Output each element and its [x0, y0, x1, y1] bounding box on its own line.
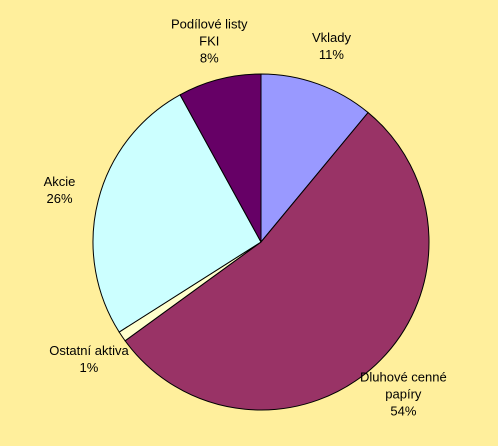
slice-label: Akcie 26% — [10, 173, 110, 207]
category-label: Podílové listy FKI — [170, 16, 248, 49]
value-label: 11% — [318, 47, 344, 63]
pie-slice — [92, 94, 262, 333]
value-label: 8% — [199, 50, 219, 66]
category-label: Akcie — [43, 174, 76, 190]
category-label: Ostatní aktiva — [49, 342, 129, 358]
slice-label: Ostatní aktiva 1% — [39, 342, 139, 376]
slice-label: Dluhové cenné papíry 54% — [353, 368, 453, 419]
value-label: 1% — [79, 359, 99, 375]
value-label: 26% — [46, 191, 73, 207]
slice-label: Vklady 11% — [281, 29, 381, 63]
pie-slice — [124, 111, 430, 411]
slice-label: Podílové listy FKI 8% — [159, 15, 259, 66]
category-label: Vklady — [311, 30, 351, 46]
pie-slice — [179, 73, 262, 243]
pie-slice — [260, 73, 369, 244]
value-label: 54% — [390, 403, 417, 419]
category-label: Dluhové cenné papíry — [360, 369, 447, 402]
